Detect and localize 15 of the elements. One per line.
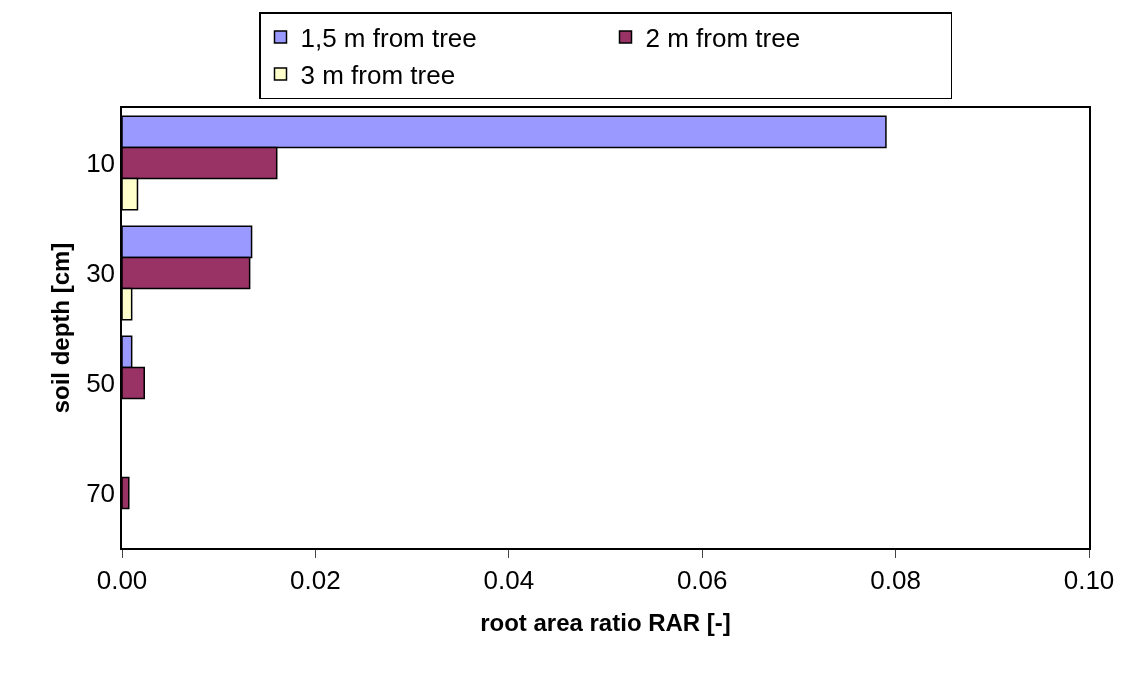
y-tick-label: 30 — [86, 258, 116, 289]
x-axis-title: root area ratio RAR [-] — [480, 608, 731, 636]
x-tick-label: 0.02 — [290, 564, 341, 595]
x-tick-label: 0.00 — [96, 564, 148, 595]
y-tick-label: 10 — [86, 148, 116, 179]
x-tick-label: 0.10 — [1063, 564, 1115, 595]
y-axis-title: soil depth [cm] — [46, 242, 74, 414]
legend-label: 3 m from tree — [300, 60, 456, 91]
y-tick-label: 70 — [86, 478, 116, 509]
legend-label: 2 m from tree — [645, 23, 801, 54]
y-tick-label: 50 — [86, 368, 116, 399]
x-tick-label: 0.06 — [676, 564, 728, 595]
x-tick-label: 0.08 — [870, 564, 921, 595]
x-tick-label: 0.04 — [483, 564, 535, 595]
legend-label: 1,5 m from tree — [300, 23, 477, 54]
